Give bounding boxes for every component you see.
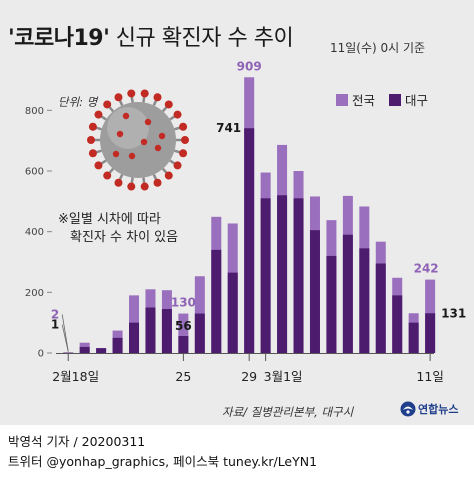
bar-daegu xyxy=(145,307,156,353)
x-tick-label: 3월1일 xyxy=(264,369,303,384)
data-label: 909 xyxy=(237,59,262,73)
x-axis: 2월18일 25 29 3월1일 11일 xyxy=(52,353,444,384)
data-label: 1 xyxy=(51,318,59,332)
bar-daegu xyxy=(342,234,353,353)
yonhap-logo: 연합뉴스 xyxy=(400,401,458,417)
bar-daegu xyxy=(112,337,123,353)
bar-daegu xyxy=(277,195,288,353)
unit-label: 단위: 명 xyxy=(58,95,98,109)
legend-label-daegu: 대구 xyxy=(405,93,429,108)
data-label: 56 xyxy=(175,319,192,333)
y-tick-label: 800 xyxy=(25,106,44,117)
bar-daegu xyxy=(178,336,189,353)
bar-daegu xyxy=(326,255,337,353)
yonhap-logo-icon xyxy=(400,401,416,417)
bar-chart: 0 200 400 600 800 2월18일 25 29 3월1일 11일 21 130 56 90… xyxy=(25,59,466,384)
bar-daegu xyxy=(260,198,271,353)
title-quoted: '코로나19' xyxy=(8,26,110,51)
bars xyxy=(63,77,436,354)
label-leader xyxy=(61,314,69,352)
bar-daegu xyxy=(194,313,205,353)
legend-label-national: 전국 xyxy=(352,93,376,108)
bar-daegu xyxy=(63,352,74,354)
legend-swatch-national xyxy=(336,93,348,106)
y-tick-label: 400 xyxy=(25,227,44,238)
bar-daegu xyxy=(211,249,222,353)
data-label: 131 xyxy=(441,306,466,320)
bar-daegu xyxy=(309,230,320,353)
source-credit: 자료/ 질병관리본부, 대구시 xyxy=(222,405,354,419)
label-leader xyxy=(61,324,69,352)
x-tick-label: 25 xyxy=(175,369,191,384)
bar-daegu xyxy=(227,272,238,353)
y-tick-label: 0 xyxy=(38,349,44,360)
footnote-line-1: ※일별 시차에 따라 xyxy=(58,212,161,227)
bar-daegu xyxy=(129,322,140,353)
footnote: ※일별 시차에 따라 확진자 수 차이 있음 xyxy=(58,211,178,247)
legend: 전국 대구 xyxy=(336,90,438,109)
bar-daegu xyxy=(375,263,386,353)
data-label: 741 xyxy=(216,121,241,135)
x-tick-label: 2월18일 xyxy=(52,369,99,384)
data-labels: 21 130 56 909 741 242 131 xyxy=(51,59,466,352)
data-label: 242 xyxy=(414,262,439,276)
bar-daegu xyxy=(96,348,107,353)
page-title: '코로나19' 신규 확진자 수 추이 xyxy=(8,20,294,52)
social-links[interactable]: 트위터 @yonhap_graphics, 페이스북 tuney.kr/LeYN… xyxy=(8,454,318,469)
byline: 박영석 기자 / 20200311 xyxy=(8,434,146,449)
bar-national xyxy=(178,313,189,353)
bar-daegu xyxy=(408,322,419,353)
y-axis: 0 200 400 600 800 xyxy=(25,106,52,360)
legend-item-daegu: 대구 xyxy=(389,90,428,109)
yonhap-logo-text: 연합뉴스 xyxy=(418,403,459,416)
y-tick-label: 200 xyxy=(25,288,44,299)
footnote-line-2: 확진자 수 차이 있음 xyxy=(70,230,179,245)
y-tick-label: 600 xyxy=(25,167,44,178)
data-label: 130 xyxy=(171,296,196,310)
bar-daegu xyxy=(425,313,436,353)
bar-daegu xyxy=(359,248,370,353)
virus-icon xyxy=(87,89,189,191)
data-label: 2 xyxy=(51,307,59,321)
date-note: 11일(수) 0시 기준 xyxy=(330,41,426,55)
bar-daegu xyxy=(392,295,403,353)
chart-panel xyxy=(0,0,474,425)
legend-swatch-daegu xyxy=(389,93,401,106)
x-tick-label: 11일 xyxy=(416,369,443,384)
bar-daegu xyxy=(244,128,255,353)
bar-daegu xyxy=(161,309,172,353)
x-tick-label: 29 xyxy=(241,369,257,384)
bar-daegu xyxy=(293,198,304,353)
bar-daegu xyxy=(79,346,90,353)
legend-item-national: 전국 xyxy=(336,90,375,109)
title-rest: 신규 확진자 수 추이 xyxy=(109,26,294,51)
